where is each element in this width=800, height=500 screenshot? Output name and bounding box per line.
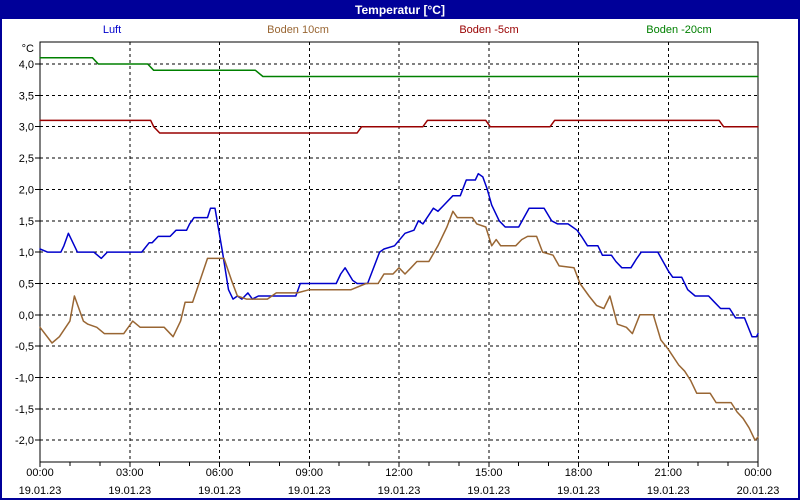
series-line-boden-5cm xyxy=(39,119,759,134)
x-tick-date-label: 19.01.23 xyxy=(378,485,421,497)
x-tick-time-label: 00:00 xyxy=(26,467,54,479)
x-tick-date-label: 20.01.23 xyxy=(737,485,780,497)
temperature-chart: 4,0 3,5 3,0 2,5 2,0 1,5 1,0 0,5 0,0 -0,5 -1,0 -1,5 -… xyxy=(15,41,780,497)
x-tick-time-label: 15:00 xyxy=(475,467,503,479)
window-titlebar: Temperatur [°C] xyxy=(2,2,798,19)
x-tick-time-label: 00:00 xyxy=(744,467,772,479)
y-tick-label: 2,0 xyxy=(19,184,34,196)
x-tick-date-label: 19.01.23 xyxy=(198,485,241,497)
legend-item-boden-20cm: Boden -20cm xyxy=(646,24,712,36)
x-tick-date-label: 19.01.23 xyxy=(108,485,151,497)
x-tick-time-label: 06:00 xyxy=(206,467,234,479)
y-tick-label: 1,0 xyxy=(19,247,34,259)
series-line-luft xyxy=(39,172,759,338)
series-line-boden-10cm xyxy=(39,210,759,441)
x-tick-date-label: 19.01.23 xyxy=(557,485,600,497)
plot-border xyxy=(39,41,759,463)
legend-item-boden-5cm: Boden -5cm xyxy=(459,24,519,36)
legend-item-luft: Luft xyxy=(102,24,122,36)
y-tick-label: 3,0 xyxy=(19,122,34,134)
x-tick-time-label: 21:00 xyxy=(654,467,682,479)
y-tick-label: 2,5 xyxy=(19,153,34,165)
y-tick-label: 4,0 xyxy=(19,59,34,71)
window-title: Temperatur [°C] xyxy=(355,3,445,17)
x-tick-time-label: 12:00 xyxy=(385,467,413,479)
x-tick-date-label: 19.01.23 xyxy=(467,485,510,497)
x-tick-time-label: 09:00 xyxy=(295,467,323,479)
x-tick-time-label: 18:00 xyxy=(565,467,593,479)
y-axis-unit-label: °C xyxy=(22,43,34,55)
y-tick-label: 1,5 xyxy=(19,216,34,228)
y-tick-label: 0,0 xyxy=(19,310,34,322)
x-tick-date-label: 19.01.23 xyxy=(19,485,62,497)
series-line-boden-20cm xyxy=(39,56,759,78)
y-tick-label: 0,5 xyxy=(19,278,34,290)
legend-item-boden-10cm: Boden 10cm xyxy=(267,24,329,36)
y-tick-label: -1,5 xyxy=(15,404,34,416)
x-tick-date-label: 19.01.23 xyxy=(288,485,331,497)
y-tick-label: -2,0 xyxy=(15,435,34,447)
y-tick-label: -0,5 xyxy=(15,341,34,353)
y-tick-label: -1,0 xyxy=(15,373,34,385)
x-tick-date-label: 19.01.23 xyxy=(647,485,690,497)
y-tick-label: 3,5 xyxy=(19,90,34,102)
x-tick-time-label: 03:00 xyxy=(116,467,144,479)
